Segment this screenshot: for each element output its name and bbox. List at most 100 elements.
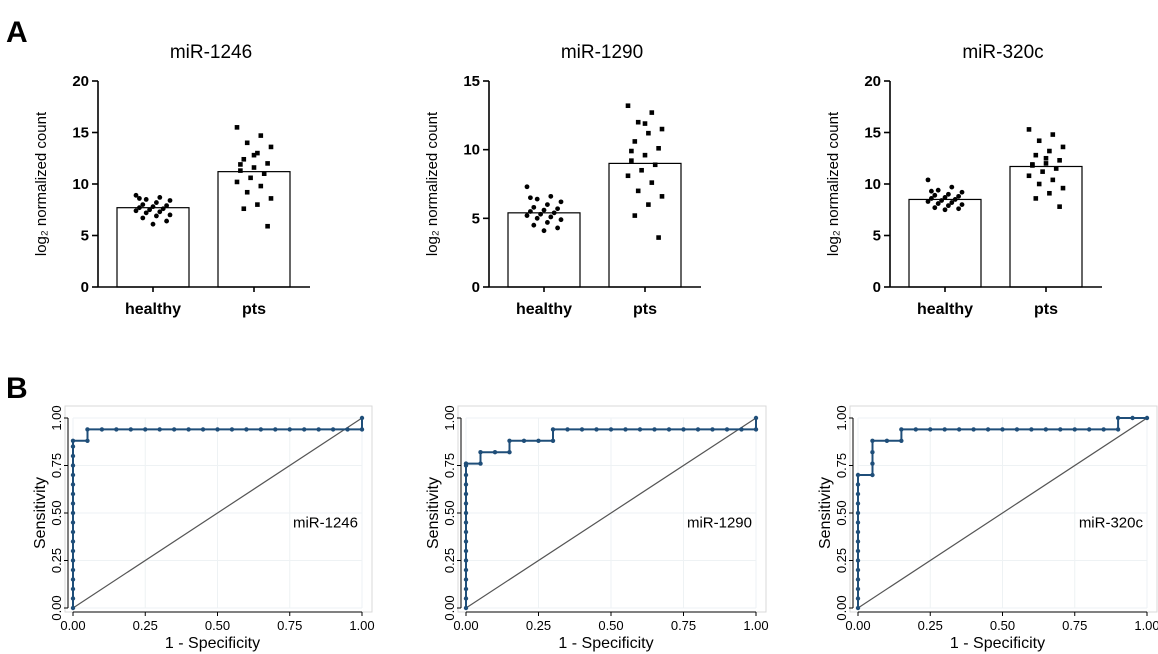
data-point	[164, 218, 170, 224]
roc-point	[85, 438, 90, 443]
data-point	[659, 126, 665, 132]
y-tick-label: 0.50	[49, 500, 64, 525]
roc-point	[70, 520, 76, 525]
data-point	[265, 161, 270, 166]
data-point	[265, 223, 270, 229]
category-label-pts: pts	[633, 301, 657, 318]
roc-point	[463, 605, 469, 611]
roc-point	[143, 427, 148, 432]
roc-point	[1130, 415, 1135, 421]
y-tick-label: 0.00	[49, 595, 64, 620]
y-tick-label: 1.00	[49, 405, 64, 430]
x-tick-label: 0.00	[845, 618, 870, 633]
data-point	[133, 208, 139, 214]
y-axis-label: log₂ normalized count	[33, 111, 50, 256]
data-point	[946, 191, 951, 197]
roc-chart-1: 0.00 0.25 0.50 0.75 1.00 0.00 0.25 0.50 0.75 1.00…	[32, 405, 375, 652]
roc-point	[870, 461, 875, 466]
roc-point	[1014, 427, 1020, 432]
category-label-pts: pts	[242, 301, 266, 318]
y-tick-label: 5	[873, 228, 881, 245]
roc-point	[287, 427, 292, 432]
chart-title: miR-1246	[170, 42, 252, 63]
data-point	[244, 140, 250, 146]
data-point	[625, 173, 631, 179]
roc-point	[244, 427, 249, 432]
roc-point	[855, 548, 861, 554]
y-tick-label: 0.75	[834, 453, 849, 478]
roc-point	[855, 529, 861, 535]
data-point	[268, 196, 274, 201]
roc-point	[884, 438, 890, 443]
y-tick-label: 0.25	[49, 548, 64, 573]
y-tick-label: 15	[864, 125, 881, 142]
data-point	[1033, 152, 1039, 158]
data-point	[656, 145, 661, 151]
data-point	[541, 228, 547, 234]
roc-point	[753, 427, 759, 432]
data-point	[1033, 196, 1039, 201]
data-point	[531, 204, 537, 210]
y-tick-label: 10	[72, 176, 89, 193]
data-point	[646, 202, 651, 207]
roc-point	[99, 427, 105, 432]
data-point	[632, 213, 638, 218]
roc-point	[70, 529, 76, 535]
data-point	[959, 202, 965, 208]
roc-curve	[857, 417, 1147, 608]
reference-diagonal	[465, 417, 757, 609]
data-point	[942, 207, 948, 213]
data-point	[528, 195, 533, 201]
data-point	[545, 220, 550, 225]
roc-point	[1101, 427, 1106, 432]
bar-chart-1: miR-1246 log₂ normalized count 0 5 10 15 20 hea…	[33, 42, 310, 318]
panel-label-b: B	[6, 372, 28, 405]
data-point	[656, 235, 661, 240]
data-point	[268, 144, 274, 150]
roc-point	[1115, 415, 1121, 421]
roc-point	[855, 501, 861, 506]
roc-point	[855, 482, 861, 487]
data-point	[234, 125, 240, 130]
data-point	[625, 103, 631, 109]
x-tick-label: 0.75	[1062, 618, 1087, 633]
data-point	[1040, 169, 1045, 174]
data-point	[154, 213, 159, 219]
data-point	[925, 199, 931, 204]
data-point	[154, 200, 159, 205]
data-point	[143, 197, 149, 202]
roc-point	[463, 482, 469, 487]
data-point	[238, 168, 243, 173]
data-point	[949, 200, 955, 205]
data-point	[932, 192, 938, 198]
data-point	[932, 205, 938, 211]
roc-point	[899, 427, 904, 432]
category-label-pts: pts	[1034, 301, 1058, 318]
data-point	[946, 203, 951, 209]
roc-point	[739, 427, 744, 432]
charts-group: miR-1246 log₂ normalized count 0 5 10 15 20 hea…	[32, 42, 1158, 652]
roc-point	[855, 586, 861, 592]
roc-point	[855, 510, 861, 516]
roc-point	[463, 586, 469, 592]
data-point	[524, 184, 530, 190]
x-axis-label: 1 - Specificity	[165, 635, 260, 652]
data-point	[534, 215, 540, 221]
chart-title: miR-1290	[561, 42, 643, 63]
y-tick-label: 15	[72, 125, 89, 142]
bar-chart-2: miR-1290 log₂ normalized count 0 5 10 15 healt…	[424, 42, 701, 318]
x-tick-label: 0.25	[133, 618, 158, 633]
data-point	[956, 206, 961, 212]
y-tick-label: 5	[472, 210, 480, 227]
roc-point	[1043, 427, 1049, 432]
data-point	[248, 175, 253, 181]
data-point	[925, 177, 931, 183]
roc-point	[942, 427, 947, 432]
data-point	[150, 221, 156, 227]
roc-point	[200, 427, 206, 432]
roc-point	[478, 461, 483, 466]
roc-point	[463, 567, 469, 573]
roc-point	[463, 491, 469, 497]
roc-point	[1000, 427, 1005, 432]
